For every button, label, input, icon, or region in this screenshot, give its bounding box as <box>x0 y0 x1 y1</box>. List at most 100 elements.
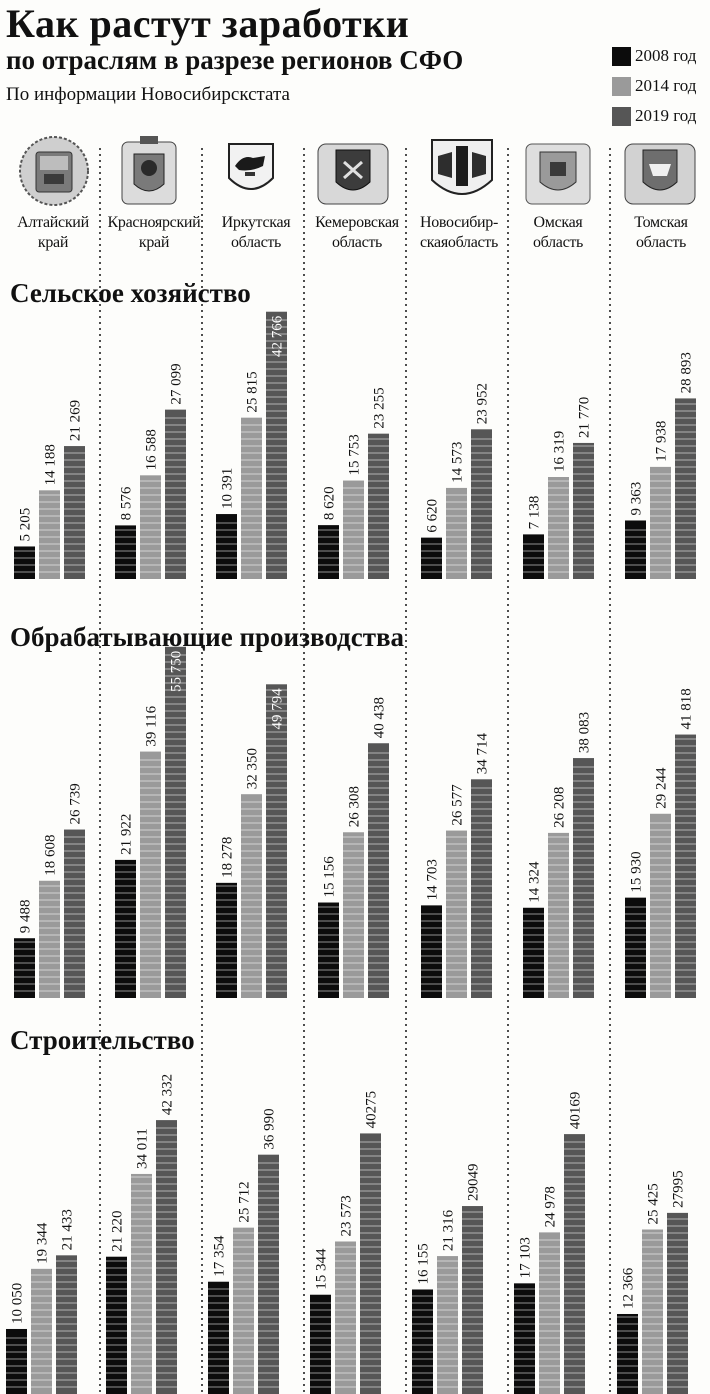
bar-construction-2008год-6 <box>617 1313 638 1394</box>
data-label-agriculture-4-2: 23 952 <box>475 383 491 424</box>
bar-manufacturing-2014год-2 <box>241 794 262 998</box>
chart-section-construction: 10 050 21 220 17 354 15 344 16 155 17 103 12 3… <box>6 1074 688 1394</box>
region-name-line1: Томская <box>634 214 688 231</box>
bar-manufacturing-2014год-5 <box>548 832 569 998</box>
region-label-tomsk: Томская область <box>611 213 710 253</box>
data-label-manufacturing-2-2: 49 794 <box>270 688 286 730</box>
data-label-construction-1-2: 42 332 <box>160 1074 176 1115</box>
bar-construction-2014год-1 <box>131 1173 152 1394</box>
legend-label-2008: 2008 год <box>635 46 697 65</box>
region-name-line2: край <box>37 234 69 251</box>
region-name-line2: область <box>635 234 687 251</box>
legend-swatch-2019 <box>612 106 631 126</box>
data-label-agriculture-6-0: 9 363 <box>629 482 645 516</box>
bar-construction-2019год-4 <box>462 1206 483 1394</box>
data-label-construction-1-0: 21 220 <box>110 1210 126 1251</box>
data-label-agriculture-4-0: 6 620 <box>425 499 441 533</box>
data-label-agriculture-4-1: 14 573 <box>450 442 466 483</box>
region-name-line1: Новосибир- <box>419 214 499 231</box>
data-label-agriculture-5-0: 7 138 <box>527 496 543 530</box>
bar-agriculture-2019год-0 <box>64 446 85 579</box>
data-label-construction-5-1: 24 978 <box>543 1186 559 1227</box>
bar-construction-2008год-1 <box>106 1256 127 1394</box>
data-label-construction-5-0: 17 103 <box>518 1237 534 1278</box>
data-label-agriculture-2-1: 25 815 <box>245 371 261 412</box>
bar-agriculture-2014год-5 <box>548 477 569 579</box>
bar-agriculture-2008год-5 <box>523 534 544 579</box>
data-label-manufacturing-3-1: 26 308 <box>347 786 363 827</box>
chart-title-construction: Строительство <box>10 1025 195 1055</box>
legend-label-2014: 2014 год <box>635 76 697 95</box>
bar-construction-2019год-1 <box>156 1120 177 1394</box>
bar-agriculture-2019год-1 <box>165 409 186 579</box>
data-label-manufacturing-5-0: 14 324 <box>527 861 543 903</box>
data-label-agriculture-5-2: 21 770 <box>577 397 593 438</box>
region-label-novosibirsk: Новосибир- скаяобласть <box>409 213 509 253</box>
bar-manufacturing-2014год-1 <box>140 751 161 998</box>
data-label-manufacturing-3-2: 40 438 <box>372 697 388 738</box>
data-label-agriculture-3-1: 15 753 <box>347 434 363 475</box>
bar-agriculture-2008год-6 <box>625 520 646 579</box>
data-label-manufacturing-2-0: 18 278 <box>220 837 236 878</box>
bar-manufacturing-2019год-5 <box>573 758 594 998</box>
data-label-manufacturing-5-2: 38 083 <box>577 712 593 753</box>
bar-construction-2008год-3 <box>310 1294 331 1394</box>
bar-manufacturing-2019год-1 <box>165 646 186 998</box>
data-label-manufacturing-4-1: 26 577 <box>450 784 466 826</box>
region-name-line2: область <box>331 234 383 251</box>
region-name-line1: Кемеровская <box>315 214 399 231</box>
bar-construction-2014год-5 <box>539 1232 560 1394</box>
data-label-construction-3-2: 40275 <box>364 1091 380 1129</box>
bar-construction-2008год-5 <box>514 1283 535 1394</box>
bar-manufacturing-2008год-0 <box>14 938 35 998</box>
bar-agriculture-2019год-2 <box>266 311 287 579</box>
bar-manufacturing-2008год-2 <box>216 882 237 998</box>
data-label-construction-6-1: 25 425 <box>646 1183 662 1224</box>
legend: 2008 год 2014 год 2019 год <box>612 42 696 132</box>
data-label-construction-4-0: 16 155 <box>416 1243 432 1284</box>
region-name-line1: Красноярский <box>107 214 201 231</box>
bar-construction-2019год-2 <box>258 1154 279 1394</box>
krasnoyarsk-krai-emblem-icon <box>121 136 177 205</box>
data-label-agriculture-6-2: 28 893 <box>679 352 695 393</box>
data-label-construction-6-0: 12 366 <box>621 1267 637 1309</box>
data-label-agriculture-6-1: 17 938 <box>654 421 670 462</box>
data-label-manufacturing-1-1: 39 116 <box>144 705 160 746</box>
data-label-construction-6-2: 27995 <box>671 1170 687 1208</box>
region-name-line1: Алтайский <box>17 214 89 231</box>
bar-agriculture-2019год-5 <box>573 442 594 579</box>
data-label-manufacturing-6-1: 29 244 <box>654 767 670 809</box>
data-source: По информации Новосибирскстата <box>6 84 290 105</box>
data-label-construction-3-0: 15 344 <box>314 1248 330 1290</box>
data-label-manufacturing-6-0: 15 930 <box>629 851 645 892</box>
bar-manufacturing-2014год-6 <box>650 813 671 998</box>
bar-construction-2014год-3 <box>335 1241 356 1394</box>
data-label-agriculture-3-2: 23 255 <box>372 387 388 428</box>
bar-manufacturing-2014год-0 <box>39 880 60 998</box>
data-label-agriculture-0-2: 21 269 <box>68 400 84 441</box>
bar-construction-2014год-6 <box>642 1229 663 1394</box>
bar-agriculture-2008год-1 <box>115 525 136 579</box>
kemerovo-oblast-emblem-icon <box>317 143 389 205</box>
chart-section-agriculture: 5 205 8 576 10 391 8 620 6 620 7 138 9 363 14 1… <box>14 311 696 579</box>
region-label-krasnoyarsk: Красноярский край <box>104 213 204 253</box>
bar-agriculture-2019год-6 <box>675 398 696 579</box>
data-label-manufacturing-3-0: 15 156 <box>322 856 338 898</box>
bar-agriculture-2019год-4 <box>471 429 492 579</box>
data-label-manufacturing-4-0: 14 703 <box>425 859 441 900</box>
data-label-construction-2-0: 17 354 <box>212 1235 228 1277</box>
data-label-manufacturing-0-2: 26 739 <box>68 783 84 824</box>
data-label-manufacturing-0-1: 18 608 <box>43 835 59 876</box>
region-name-line1: Омская <box>533 214 583 231</box>
data-label-construction-4-2: 29049 <box>466 1164 482 1202</box>
data-label-construction-2-1: 25 712 <box>237 1181 253 1222</box>
data-label-manufacturing-4-2: 34 714 <box>475 733 491 775</box>
chart-title-manufacturing: Обрабатывающие производства <box>10 622 405 652</box>
bar-manufacturing-2008год-3 <box>318 902 339 998</box>
bar-agriculture-2014год-4 <box>446 487 467 579</box>
bar-manufacturing-2019год-3 <box>368 743 389 998</box>
data-label-construction-3-1: 23 573 <box>339 1195 355 1236</box>
data-label-agriculture-2-0: 10 391 <box>220 468 236 509</box>
